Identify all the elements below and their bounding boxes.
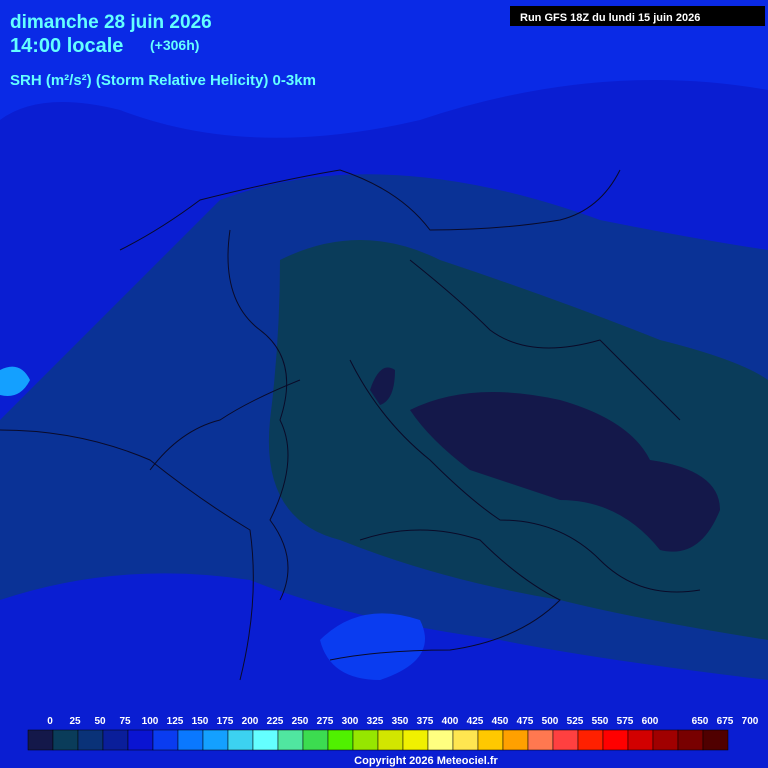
run-label: Run GFS 18Z du lundi 15 juin 2026 — [520, 12, 700, 24]
legend-tick-label: 250 — [292, 716, 309, 727]
legend-tick-label: 75 — [119, 716, 131, 727]
legend-tick-label: 575 — [617, 716, 634, 727]
legend-tick-label: 225 — [267, 716, 284, 727]
legend-tick-label: 475 — [517, 716, 534, 727]
legend-swatch — [702, 729, 729, 751]
legend: 0 25 50 75 100 125 150 175 200 225 250 275 300 325 350… — [27, 716, 759, 751]
legend-tick-label: 375 — [417, 716, 434, 727]
lead-time: (+306h) — [150, 37, 199, 53]
legend-swatch — [377, 729, 404, 751]
legend-tick-label: 400 — [442, 716, 459, 727]
legend-tick-label: 525 — [567, 716, 584, 727]
legend-swatch — [602, 729, 629, 751]
legend-tick-label: 450 — [492, 716, 509, 727]
legend-swatch — [227, 729, 254, 751]
legend-tick-label: 350 — [392, 716, 409, 727]
legend-swatch — [102, 729, 129, 751]
legend-tick-label: 600 — [642, 716, 659, 727]
field-core — [410, 392, 720, 552]
legend-tick-label: 700 — [742, 716, 759, 727]
legend-tick-label: 200 — [242, 716, 259, 727]
legend-swatch — [577, 729, 604, 751]
run-box — [510, 6, 765, 26]
legend-swatch — [127, 729, 154, 751]
legend-swatch — [677, 729, 704, 751]
legend-tick-label: 150 — [192, 716, 209, 727]
legend-swatch — [352, 729, 379, 751]
legend-swatch — [202, 729, 229, 751]
legend-tick-label: 25 — [69, 716, 81, 727]
legend-tick-label: 300 — [342, 716, 359, 727]
legend-swatch — [152, 729, 179, 751]
legend-swatch — [277, 729, 304, 751]
legend-swatch — [477, 729, 504, 751]
legend-tick-label: 125 — [167, 716, 184, 727]
legend-tick-label: 0 — [47, 716, 53, 727]
legend-tick-label: 175 — [217, 716, 234, 727]
legend-swatch — [302, 729, 329, 751]
borders — [0, 169, 701, 681]
legend-tick-label: 550 — [592, 716, 609, 727]
legend-swatch — [402, 729, 429, 751]
legend-swatch — [27, 729, 54, 751]
legend-swatch — [327, 729, 354, 751]
legend-tick-label: 100 — [142, 716, 159, 727]
date-title: dimanche 28 juin 2026 — [10, 12, 212, 33]
field-band — [0, 0, 768, 138]
legend-tick-label: 650 — [692, 716, 709, 727]
legend-swatch — [77, 729, 104, 751]
legend-tick-label: 325 — [367, 716, 384, 727]
legend-tick-label: 50 — [94, 716, 106, 727]
time-title: 14:00 locale — [10, 35, 123, 57]
legend-swatch — [627, 729, 654, 751]
legend-tick-label: 425 — [467, 716, 484, 727]
copyright: Copyright 2026 Meteociel.fr — [354, 755, 498, 767]
legend-swatch — [452, 729, 479, 751]
legend-tick-label: 500 — [542, 716, 559, 727]
legend-swatch — [252, 729, 279, 751]
legend-swatch — [427, 729, 454, 751]
field-spot — [320, 613, 425, 680]
parameter-title: SRH (m²/s²) (Storm Relative Helicity) 0-… — [10, 72, 316, 89]
legend-tick-label: 675 — [717, 716, 734, 727]
legend-swatch — [527, 729, 554, 751]
legend-swatch — [502, 729, 529, 751]
legend-tick-label: 275 — [317, 716, 334, 727]
field-core — [370, 367, 395, 405]
legend-swatch — [177, 729, 204, 751]
legend-swatch — [552, 729, 579, 751]
field-spot — [0, 366, 30, 396]
legend-swatch — [652, 729, 679, 751]
legend-swatch — [52, 729, 79, 751]
